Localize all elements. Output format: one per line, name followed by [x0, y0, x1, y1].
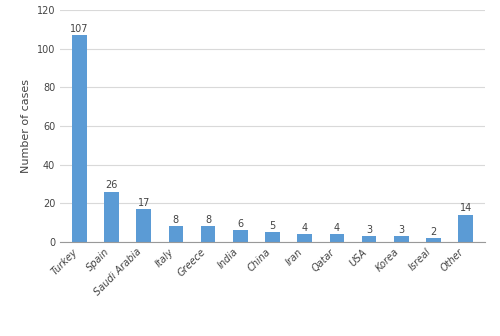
Bar	[104, 192, 119, 242]
Text: 17: 17	[138, 198, 150, 208]
Text: 14: 14	[460, 203, 472, 213]
Bar	[72, 35, 86, 242]
Bar	[362, 236, 376, 242]
Bar	[394, 236, 408, 242]
Text: 3: 3	[366, 224, 372, 235]
Text: 2: 2	[430, 226, 436, 237]
Bar	[168, 226, 183, 242]
Text: 5: 5	[270, 221, 276, 231]
Bar	[298, 234, 312, 242]
Bar	[426, 238, 440, 242]
Bar	[266, 232, 280, 242]
Bar	[136, 209, 151, 242]
Bar	[233, 230, 248, 242]
Text: 107: 107	[70, 24, 88, 34]
Text: 3: 3	[398, 224, 404, 235]
Text: 6: 6	[237, 219, 244, 229]
Text: 4: 4	[302, 223, 308, 233]
Text: 8: 8	[205, 215, 211, 225]
Bar	[201, 226, 216, 242]
Text: 4: 4	[334, 223, 340, 233]
Bar	[458, 215, 473, 242]
Text: 26: 26	[106, 180, 118, 190]
Text: 8: 8	[173, 215, 179, 225]
Bar	[330, 234, 344, 242]
Y-axis label: Number of cases: Number of cases	[21, 79, 31, 173]
